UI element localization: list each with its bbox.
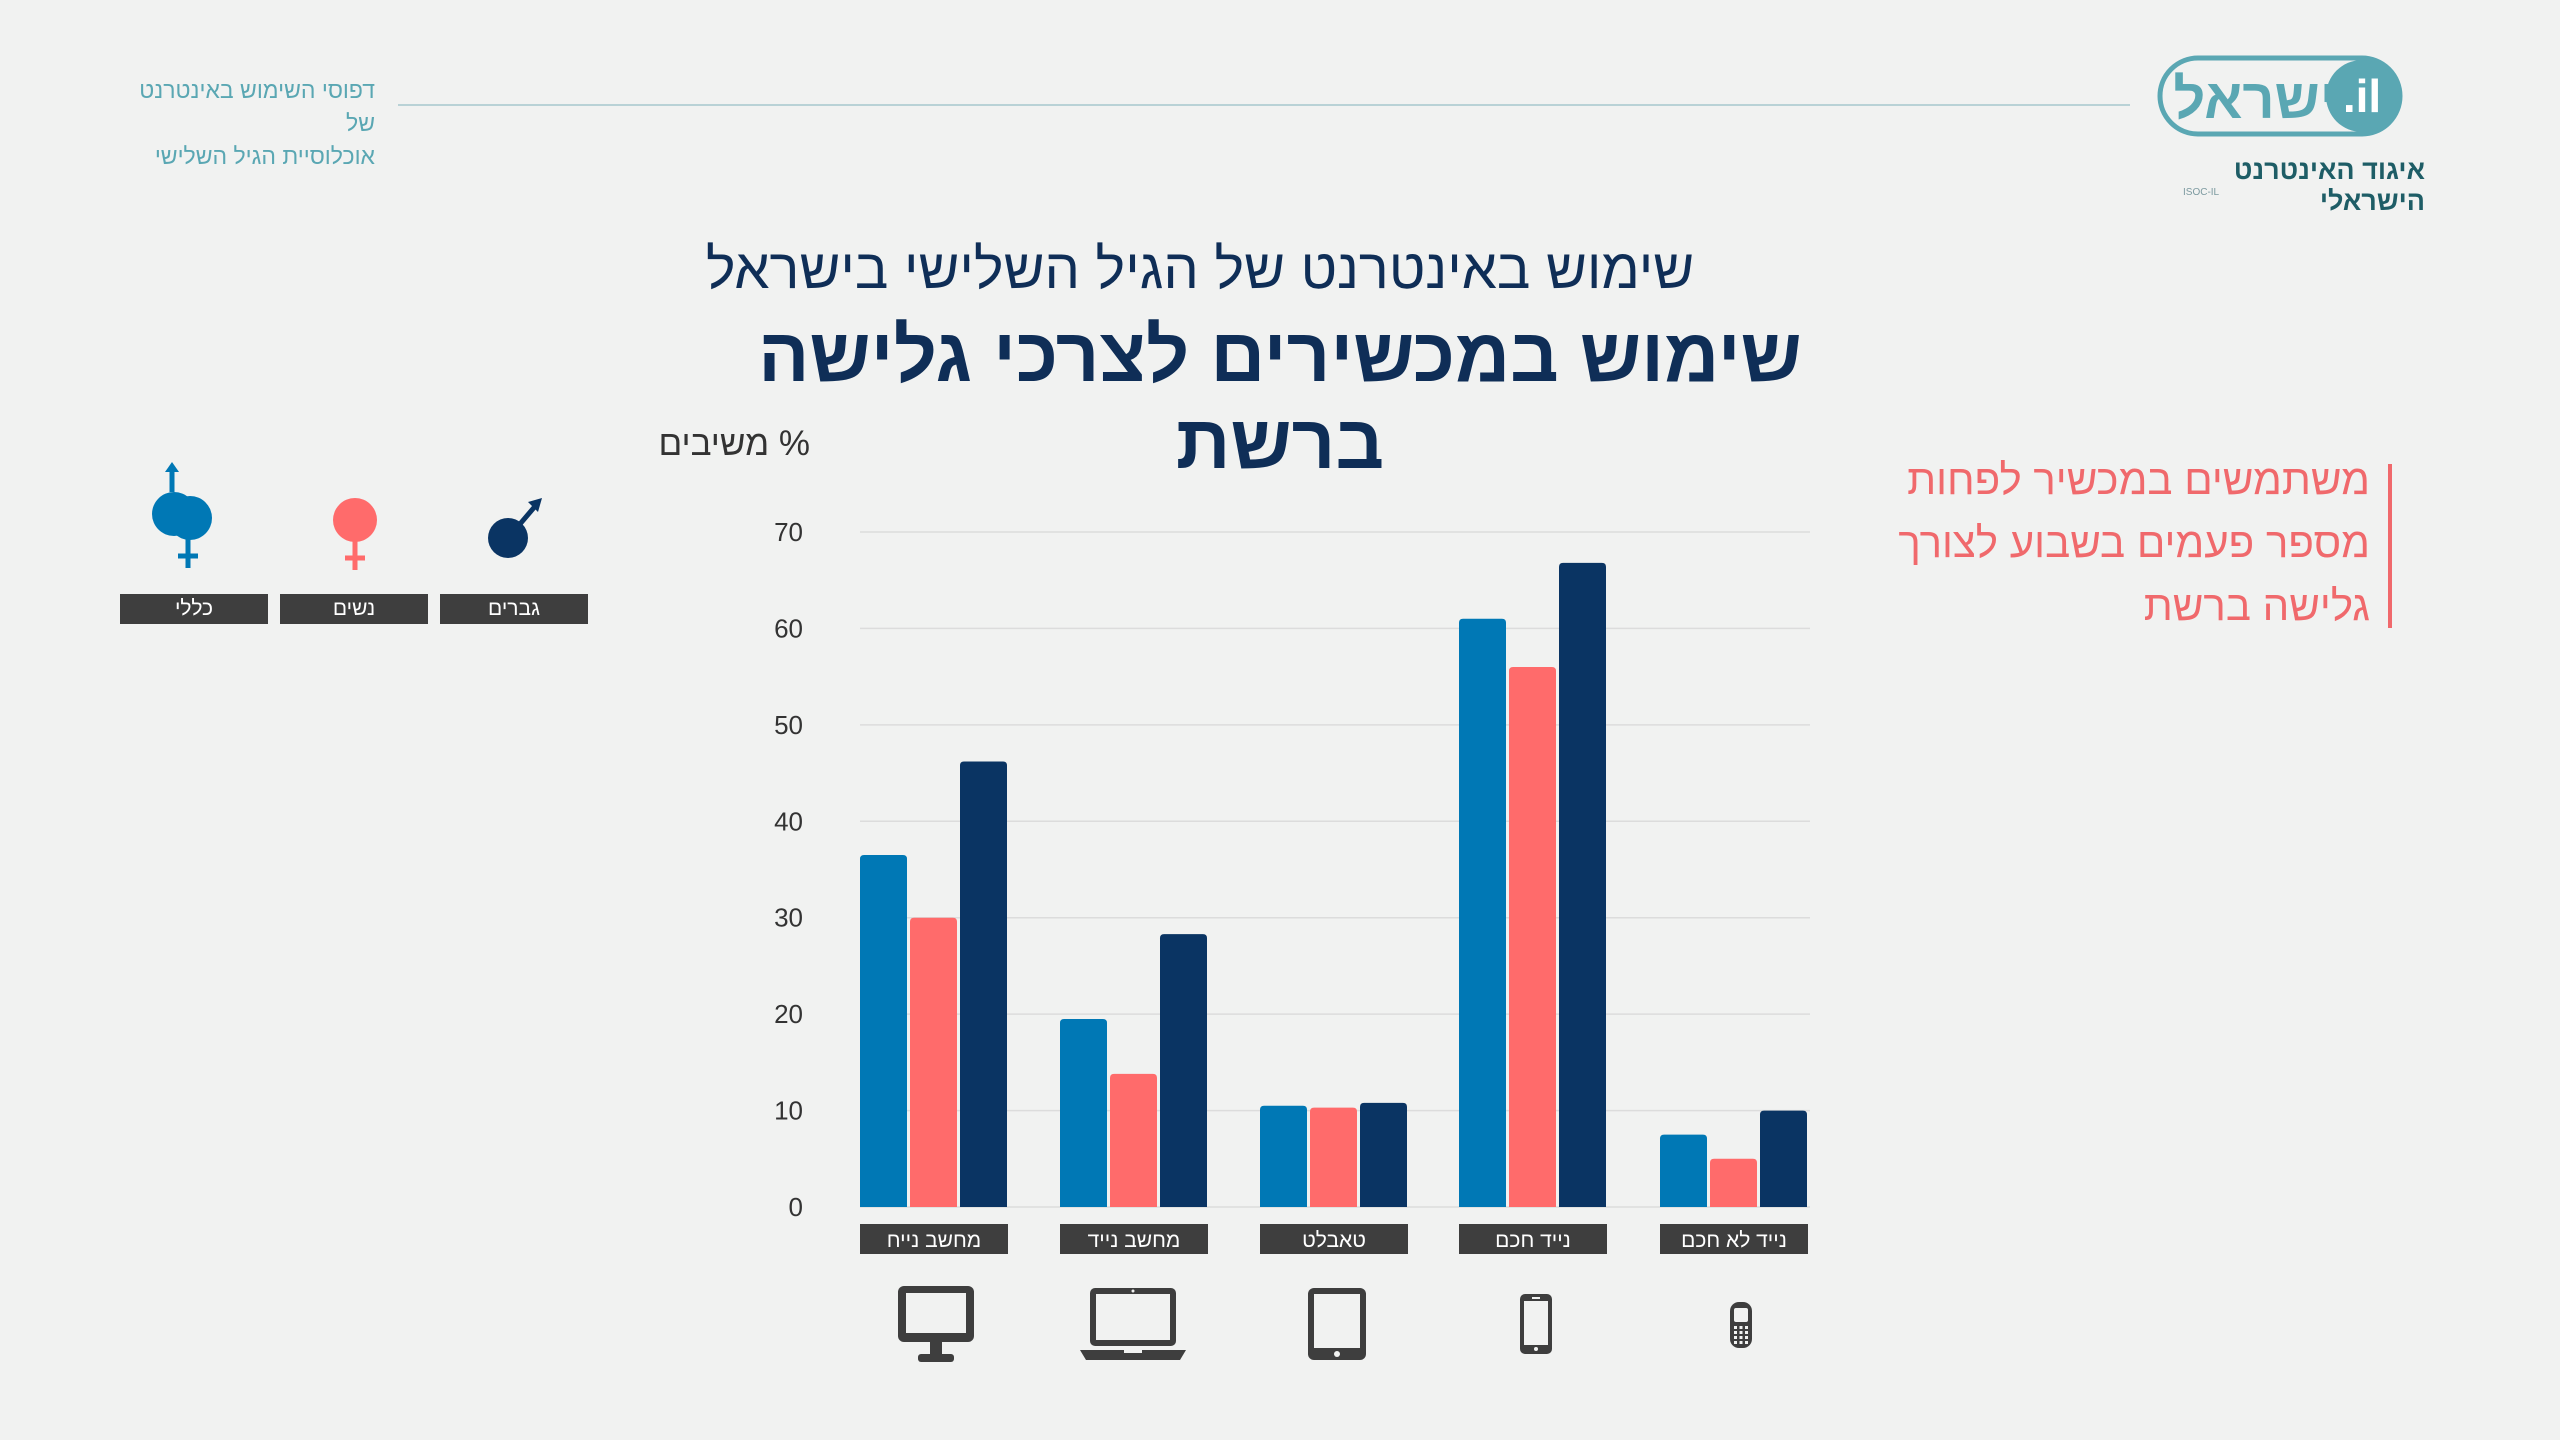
bar <box>1060 1018 1107 1207</box>
female-icon <box>333 498 377 570</box>
header-subtitle-line1: דפוסי השימוש באינטרנט של <box>139 77 375 136</box>
bar <box>860 855 907 1207</box>
category-label: מחשב נייח <box>887 1229 981 1252</box>
y-tick-label: 10 <box>774 1096 803 1126</box>
category-label-bg <box>1260 1224 1408 1254</box>
bar <box>1310 1107 1357 1207</box>
category-label: נייד חכם <box>1495 1229 1571 1252</box>
category-label: נייד לא חכם <box>1681 1229 1787 1252</box>
category-label-bg <box>860 1224 1008 1254</box>
y-tick-label: 60 <box>774 613 803 643</box>
bar <box>1360 1102 1407 1207</box>
bar <box>1760 1110 1807 1207</box>
logo-small-text: ISOC-IL <box>2183 187 2220 198</box>
chart-title: שימוש במכשירים לצרכי גלישה ברשת <box>758 313 1802 485</box>
grid-layer <box>860 531 1810 1208</box>
side-note: משתמשים במכשיר לפחות מספר פעמים בשבוע לצ… <box>1870 448 2370 637</box>
y-tick-label: 0 <box>789 1192 803 1222</box>
bar <box>1710 1158 1757 1207</box>
category-label-bg <box>1660 1224 1808 1254</box>
y-tick-label: 20 <box>774 999 803 1029</box>
legend-label-men: גברים <box>440 594 588 624</box>
bar <box>960 761 1007 1207</box>
chart-supertitle: שימוש באינטרנט של הגיל השלישי בישראל <box>705 237 1695 300</box>
y-tick-label: 70 <box>774 517 803 547</box>
logo-caption: איגוד האינטרנט הישראלי <box>2233 155 2425 216</box>
y-tick-label: 30 <box>774 903 803 933</box>
category-label: טאבלט <box>1302 1229 1366 1252</box>
bar <box>1459 618 1506 1207</box>
side-note-accent <box>2388 464 2392 628</box>
feature-phone-icon <box>1730 1302 1752 1348</box>
category-label: מחשב נייד <box>1088 1229 1181 1252</box>
bar <box>1660 1134 1707 1207</box>
side-note-line3: גלישה ברשת <box>2143 582 2370 629</box>
y-tick-label: 40 <box>774 806 803 836</box>
svg-text:ישראל: ישראל <box>2173 67 2336 130</box>
y-axis-label: % משיבים <box>658 424 810 463</box>
side-note-line2: מספר פעמים בשבוע לצורך <box>1898 519 2370 566</box>
header-subtitle: דפוסי השימוש באינטרנט של אוכלוסיית הגיל … <box>130 74 375 173</box>
category-labels: מחשב נייח מחשב נייד טאבלט נייד חכם נייד לא ח… <box>860 1224 1808 1254</box>
header-subtitle-line2: אוכלוסיית הגיל השלישי <box>154 143 375 169</box>
header-divider <box>398 104 2130 106</box>
desktop-icon <box>898 1286 974 1362</box>
y-tick-label: 50 <box>774 710 803 740</box>
isoc-logo: .il ישראל <box>2157 55 2403 137</box>
y-tick-labels: 0 10 20 30 40 50 60 70 <box>774 517 803 1222</box>
side-note-line1: משתמשים במכשיר לפחות <box>1907 456 2370 503</box>
legend-label-women: נשים <box>280 594 428 624</box>
legend-label-overall: כללי <box>120 594 268 624</box>
category-label-bg <box>1060 1224 1208 1254</box>
svg-text:.il: .il <box>2343 70 2381 122</box>
laptop-icon <box>1080 1288 1186 1360</box>
bars <box>860 562 1807 1207</box>
bar <box>1260 1105 1307 1207</box>
bar <box>1509 667 1556 1207</box>
male-icon <box>488 498 542 558</box>
tablet-icon <box>1308 1288 1366 1360</box>
bar <box>1160 934 1207 1207</box>
smartphone-icon <box>1520 1294 1552 1354</box>
gender-neutral-icon <box>152 462 212 568</box>
bar <box>910 917 957 1207</box>
category-label-bg <box>1459 1224 1607 1254</box>
bar <box>1110 1073 1157 1207</box>
bar <box>1559 562 1606 1207</box>
